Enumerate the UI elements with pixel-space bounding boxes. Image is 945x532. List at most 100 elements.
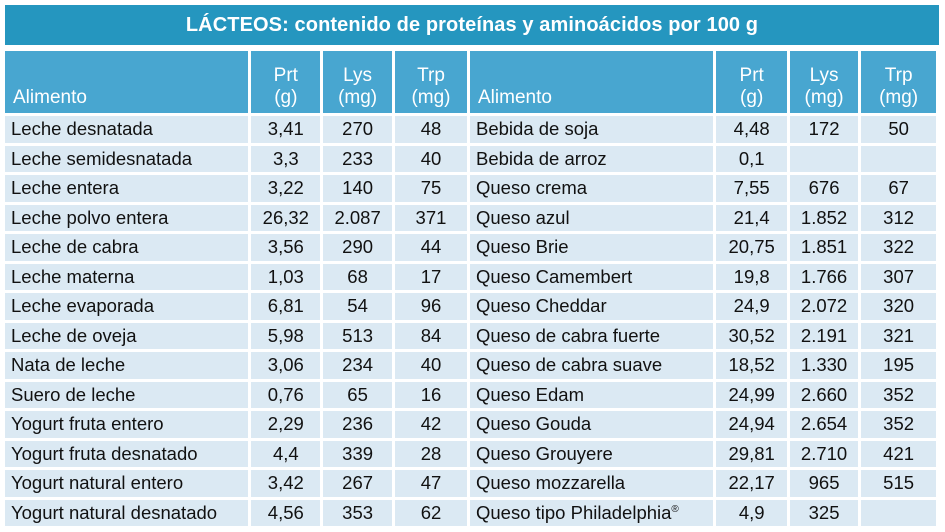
protein-cell: 0,76 [251,381,321,408]
food-name-cell: Leche de oveja [5,322,249,349]
tryptophan-cell: 67 [861,175,936,202]
protein-cell: 3,41 [251,116,321,143]
tryptophan-cell: 322 [861,234,936,261]
tryptophan-cell: 312 [861,204,936,231]
food-name-cell: Queso de cabra fuerte [470,322,714,349]
col-header-prt-unit: (g) [274,87,298,108]
col-header-trp-unit: (mg) [879,87,919,108]
col-header-alimento: Alimento [470,51,714,113]
col-header-alimento: Alimento [5,51,249,113]
protein-cell: 24,9 [716,293,787,320]
col-header-prt-unit: (g) [740,87,764,108]
table-row: Queso Grouyere 29,81 2.710 421 [470,440,936,467]
table-row: Queso Brie 20,75 1.851 322 [470,234,936,261]
protein-cell: 18,52 [716,352,787,379]
table-row: Queso crema 7,55 676 67 [470,175,936,202]
tryptophan-cell: 371 [394,204,467,231]
protein-cell: 29,81 [716,440,787,467]
col-header-prt-name: Prt [739,65,764,86]
protein-cell: 3,3 [251,145,321,172]
lysine-cell: 68 [323,263,392,290]
col-header-lys: Lys (mg) [323,51,392,113]
protein-cell: 7,55 [716,175,787,202]
lysine-cell: 513 [323,322,392,349]
tryptophan-cell: 320 [861,293,936,320]
lysine-cell: 339 [323,440,392,467]
col-header-trp: Trp (mg) [861,51,936,113]
protein-cell: 5,98 [251,322,321,349]
left-table-body: Leche desnatada 3,41 270 48 Leche semidesnat… [5,116,467,526]
protein-cell: 4,9 [716,499,787,526]
food-name-cell: Queso de cabra suave [470,352,714,379]
lysine-cell [789,145,859,172]
protein-cell: 3,56 [251,234,321,261]
table-row: Queso de cabra suave 18,52 1.330 195 [470,352,936,379]
food-name-cell: Queso Cheddar [470,293,714,320]
table-row: Leche de oveja 5,98 513 84 [5,322,467,349]
protein-cell: 19,8 [716,263,787,290]
table-row: Queso tipo Philadelphia® 4,9 325 [470,499,936,526]
left-header-row: Alimento Prt (g) Lys (mg) Trp (mg) [5,51,467,113]
lysine-cell: 172 [789,116,859,143]
protein-cell: 3,42 [251,470,321,497]
col-header-trp: Trp (mg) [394,51,467,113]
food-name-cell: Yogurt natural desnatado [5,499,249,526]
lysine-cell: 2.072 [789,293,859,320]
nutrition-table-panel: LÁCTEOS: contenido de proteínas y aminoá… [5,5,939,527]
table-row: Queso mozzarella 22,17 965 515 [470,470,936,497]
food-name-cell: Leche desnatada [5,116,249,143]
food-name-cell: Leche evaporada [5,293,249,320]
food-name-cell: Leche semidesnatada [5,145,249,172]
lysine-cell: 2.660 [789,381,859,408]
table-row: Yogurt natural entero 3,42 267 47 [5,470,467,497]
col-header-lys-unit: (mg) [804,87,844,108]
protein-cell: 21,4 [716,204,787,231]
table-row: Suero de leche 0,76 65 16 [5,381,467,408]
table-row: Leche evaporada 6,81 54 96 [5,293,467,320]
table-row: Yogurt natural desnatado 4,56 353 62 [5,499,467,526]
table-row: Leche de cabra 3,56 290 44 [5,234,467,261]
table-row: Queso Gouda 24,94 2.654 352 [470,411,936,438]
tryptophan-cell [861,145,936,172]
tryptophan-cell: 47 [394,470,467,497]
table-row: Queso Cheddar 24,9 2.072 320 [470,293,936,320]
food-name-cell: Bebida de arroz [470,145,714,172]
protein-cell: 0,1 [716,145,787,172]
food-name-cell: Queso Edam [470,381,714,408]
col-header-trp-unit: (mg) [411,87,451,108]
table-row: Bebida de arroz 0,1 [470,145,936,172]
lysine-cell: 965 [789,470,859,497]
tables-container: Alimento Prt (g) Lys (mg) Trp (mg) Leche de… [5,48,939,527]
right-table: Alimento Prt (g) Lys (mg) Trp (mg) Bebida d… [467,48,939,529]
food-name-cell: Yogurt fruta desnatado [5,440,249,467]
table-row: Bebida de soja 4,48 172 50 [470,116,936,143]
table-title: LÁCTEOS: contenido de proteínas y aminoá… [5,5,939,45]
lysine-cell: 2.654 [789,411,859,438]
food-name-cell: Queso Gouda [470,411,714,438]
table-row: Queso de cabra fuerte 30,52 2.191 321 [470,322,936,349]
right-header-row: Alimento Prt (g) Lys (mg) Trp (mg) [470,51,936,113]
tryptophan-cell: 44 [394,234,467,261]
table-row: Leche semidesnatada 3,3 233 40 [5,145,467,172]
tryptophan-cell: 50 [861,116,936,143]
table-row: Queso azul 21,4 1.852 312 [470,204,936,231]
col-header-prt: Prt (g) [716,51,787,113]
col-header-prt-name: Prt [273,65,298,86]
protein-cell: 6,81 [251,293,321,320]
protein-cell: 24,99 [716,381,787,408]
right-table-body: Bebida de soja 4,48 172 50 Bebida de arroz 0,… [470,116,936,526]
tryptophan-cell: 352 [861,381,936,408]
tryptophan-cell: 352 [861,411,936,438]
lysine-cell: 325 [789,499,859,526]
lysine-cell: 233 [323,145,392,172]
lysine-cell: 1.852 [789,204,859,231]
protein-cell: 2,29 [251,411,321,438]
protein-cell: 1,03 [251,263,321,290]
food-name-cell: Leche materna [5,263,249,290]
tryptophan-cell: 515 [861,470,936,497]
lysine-cell: 290 [323,234,392,261]
table-row: Leche polvo entera 26,32 2.087 371 [5,204,467,231]
lysine-cell: 1.851 [789,234,859,261]
protein-cell: 26,32 [251,204,321,231]
protein-cell: 24,94 [716,411,787,438]
